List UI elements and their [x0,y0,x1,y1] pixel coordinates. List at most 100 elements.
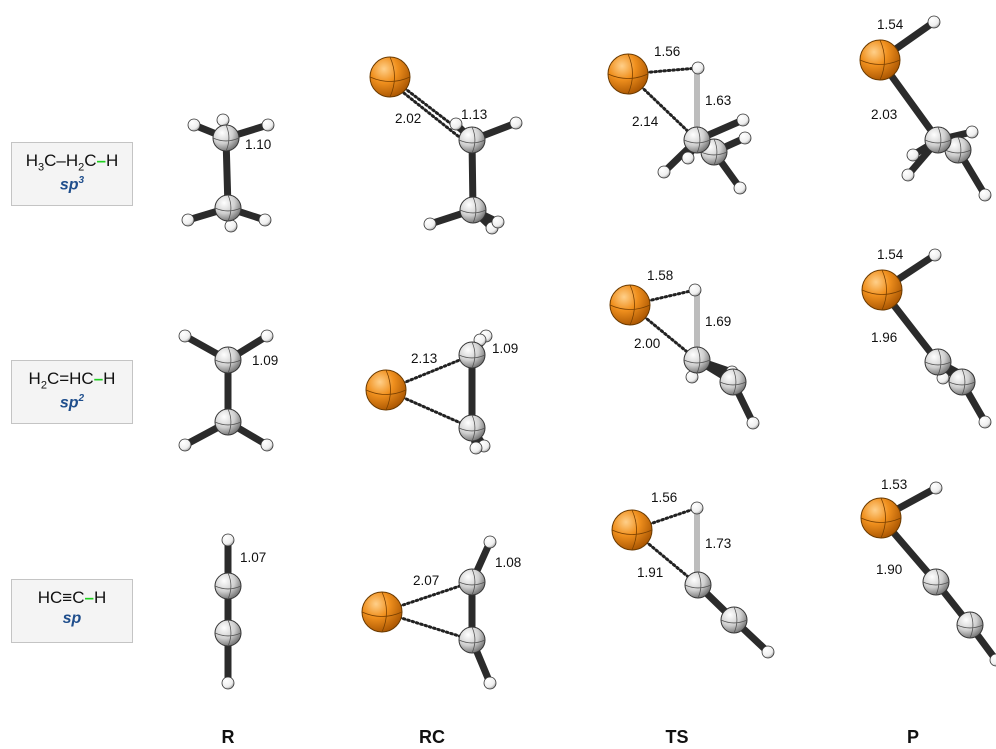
column-header-TS: TS [665,727,689,747]
distance-label: 1.58 [647,268,674,283]
atom-shading [471,568,476,596]
atom-shading [227,572,232,600]
metal-atom [611,509,653,551]
hydrogen-atom [483,676,497,690]
hydrogen-atom [260,438,274,452]
column-header-RC: RC [419,727,445,747]
carbon-atom [684,571,712,599]
atom-shading [924,361,952,366]
hydrogen-atom [221,533,235,547]
atom-shading [458,427,486,432]
hydrogen-atom [258,213,272,227]
distance-label: 2.02 [395,111,422,126]
distance-label: 1.09 [492,341,519,356]
carbon-atom [683,346,711,374]
distance-label: 2.03 [871,107,898,122]
atom-shading [683,139,711,144]
carbon-atom [458,126,486,154]
column-header-R: R [221,727,235,747]
atom-shading [880,497,886,539]
distance-label: 2.07 [413,573,440,588]
hydrogen-atom [483,535,497,549]
atom-shading [924,139,952,144]
atom-shading [733,606,738,634]
carbon-atom [458,626,486,654]
hybridization-ethylene: sp2 [59,393,85,412]
hydrogen-atom [491,215,505,229]
carbon-atom [458,414,486,442]
atom-shading [859,59,901,65]
distance-label: 1.07 [240,550,267,565]
atom-shading [957,136,962,164]
distance-label: 1.69 [705,314,732,329]
atom-shading [937,126,942,154]
distance-label: 1.73 [705,536,732,551]
atom-shading [471,626,476,654]
distance-label: 2.13 [411,351,438,366]
hydrogen-atom [733,181,747,195]
metal-atom [860,497,902,539]
atom-shading [472,196,477,224]
distance-label: 2.14 [632,114,659,129]
formula-ethylene: H2C=HC–H [28,369,116,392]
hydrogen-atom [509,116,523,130]
atom-shading [713,138,718,166]
carbon-atom [683,126,711,154]
atom-shading [683,359,711,364]
atom-shading [369,76,411,82]
atom-shading [458,581,486,586]
distance-label: 1.53 [881,477,908,492]
atom-shading [212,137,240,142]
hydrogen-atom [178,329,192,343]
atom-shading [225,124,230,152]
atom-shading [471,126,476,154]
hydrogen-atom [178,438,192,452]
atom-shading [922,581,950,586]
atom-shading [684,584,712,589]
atom-shading [860,517,902,523]
atom-shading [935,568,940,596]
metal-atom [365,369,407,411]
atom-shading [696,346,701,374]
formula-acetylene: HC≡C–H [37,588,107,607]
hydrogen-atom [691,61,705,75]
atom-shading [458,139,486,144]
hydrogen-atom [216,113,230,127]
hybridization-ethane: sp3 [59,175,85,194]
hydrogen-atom [928,248,942,262]
distance-label: 2.00 [634,336,661,351]
hybridization-acetylene: sp [62,610,82,627]
atom-shading [458,639,486,644]
hydrogen-atom [736,113,750,127]
distance-label: 1.56 [651,490,678,505]
hydrogen-atom [761,645,775,659]
carbon-atom [214,194,242,222]
atom-shading [629,284,635,326]
carbon-atom [214,408,242,436]
atom-shading [956,624,984,629]
atom-shading [961,368,966,396]
distance-label: 1.09 [252,353,279,368]
atom-shading [214,585,242,590]
carbon-atom [214,619,242,647]
hydrogen-atom [688,283,702,297]
carbon-atom [458,341,486,369]
distance-label: 1.54 [877,247,904,262]
hydrogen-atom [927,15,941,29]
hydrogen-atom [469,441,483,455]
atom-shading [389,56,395,98]
metal-atom [859,39,901,81]
atom-shading [720,619,748,624]
hydrogen-atom [901,168,915,182]
distance-label: 1.91 [637,565,664,580]
row-label-ethylene: H2C=HC–H sp2 [11,360,133,424]
atom-shading [471,414,476,442]
atom-shading [696,126,701,154]
atom-shading [937,348,942,376]
hydrogen-atom [423,217,437,231]
atom-shading [861,289,903,295]
distance-label: 1.96 [871,330,898,345]
atom-shading [881,269,887,311]
carbon-atom [924,348,952,376]
